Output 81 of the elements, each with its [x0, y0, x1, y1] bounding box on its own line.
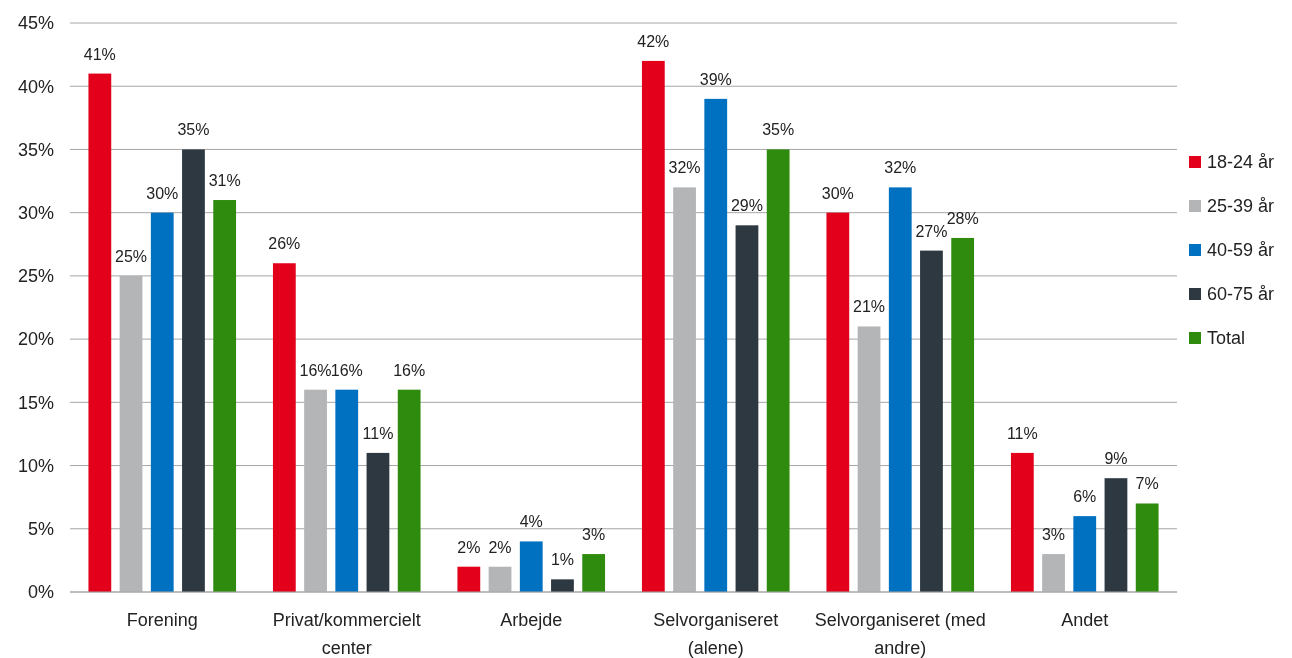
bar	[888, 187, 912, 592]
x-tick-label: Arbejde	[500, 610, 563, 630]
data-label: 26%	[268, 235, 301, 253]
bar	[213, 200, 237, 592]
legend-label: 40-59 år	[1207, 240, 1275, 261]
y-tick-label: 5%	[27, 519, 54, 540]
x-tick-label: Forening	[126, 610, 198, 630]
data-label: 11%	[1006, 424, 1038, 442]
y-tick-label: 40%	[17, 76, 54, 97]
bar	[551, 579, 574, 592]
legend-label: Total	[1207, 328, 1246, 349]
bar	[1135, 503, 1159, 592]
data-label: 4%	[519, 513, 543, 531]
bar	[704, 98, 728, 592]
data-label: 3%	[582, 526, 606, 544]
x-tick-label: Privat/kommercielt center	[272, 610, 421, 658]
bar	[857, 326, 881, 592]
bar	[88, 73, 112, 592]
data-label: 3%	[1041, 526, 1066, 544]
data-label: 27%	[915, 222, 948, 240]
data-label: 9%	[1104, 450, 1128, 468]
bar	[641, 60, 665, 592]
bar	[920, 250, 943, 592]
bar	[304, 389, 327, 592]
bar	[119, 275, 143, 592]
bar	[457, 566, 481, 592]
y-tick-label: 30%	[17, 202, 54, 223]
data-label: 21%	[853, 298, 886, 316]
y-tick-label: 10%	[17, 455, 54, 476]
y-tick-label: 45%	[17, 13, 54, 34]
data-label: 25%	[115, 247, 148, 265]
data-label: 41%	[83, 45, 116, 63]
y-tick-label: 15%	[17, 392, 54, 413]
bar	[673, 187, 696, 592]
bar	[272, 263, 296, 592]
data-label: 2%	[488, 538, 512, 556]
data-label: 7%	[1135, 475, 1159, 493]
bar	[397, 389, 421, 592]
data-label: 28%	[946, 209, 979, 227]
bar	[150, 212, 174, 592]
data-label: 39%	[699, 70, 732, 88]
data-label: 6%	[1073, 488, 1097, 506]
bar	[519, 541, 543, 592]
bar	[1104, 478, 1128, 592]
bar	[735, 225, 759, 592]
data-label: 16%	[393, 361, 426, 379]
data-label: 30%	[821, 184, 854, 202]
legend-label: 18-24 år	[1207, 152, 1275, 173]
data-label: 30%	[146, 184, 179, 202]
y-tick-label: 35%	[17, 139, 54, 160]
data-label: 16%	[299, 361, 332, 379]
y-tick-label: 0%	[27, 582, 54, 603]
data-label: 16%	[330, 361, 363, 379]
bar	[488, 566, 512, 592]
x-tick-label: Andet	[1061, 610, 1109, 630]
bar	[366, 452, 390, 592]
data-label: 29%	[730, 197, 763, 215]
data-label: 11%	[362, 424, 394, 442]
data-label: 1%	[550, 551, 575, 569]
bar	[335, 389, 359, 592]
bar	[1042, 554, 1065, 592]
y-tick-label: 25%	[17, 266, 54, 287]
legend-label: 25-39 år	[1207, 196, 1275, 217]
data-label: 32%	[668, 159, 701, 177]
bar	[1073, 516, 1097, 592]
data-label: 42%	[637, 32, 670, 50]
data-label: 35%	[177, 121, 210, 139]
data-label: 2%	[457, 538, 481, 556]
x-tick-label: Selvorganiseret (med andre)	[814, 610, 986, 658]
data-label: 32%	[884, 159, 917, 177]
bar	[182, 149, 205, 592]
bar	[766, 149, 790, 592]
bar	[1010, 452, 1034, 592]
bar	[582, 554, 606, 592]
bar	[826, 212, 850, 592]
data-label: 35%	[762, 121, 795, 139]
bar	[951, 237, 975, 592]
y-tick-label: 20%	[17, 329, 54, 350]
data-label: 31%	[208, 172, 241, 190]
x-tick-label: Selvorganiseret (alene)	[653, 610, 779, 658]
legend-label: 60-75 år	[1207, 284, 1275, 305]
